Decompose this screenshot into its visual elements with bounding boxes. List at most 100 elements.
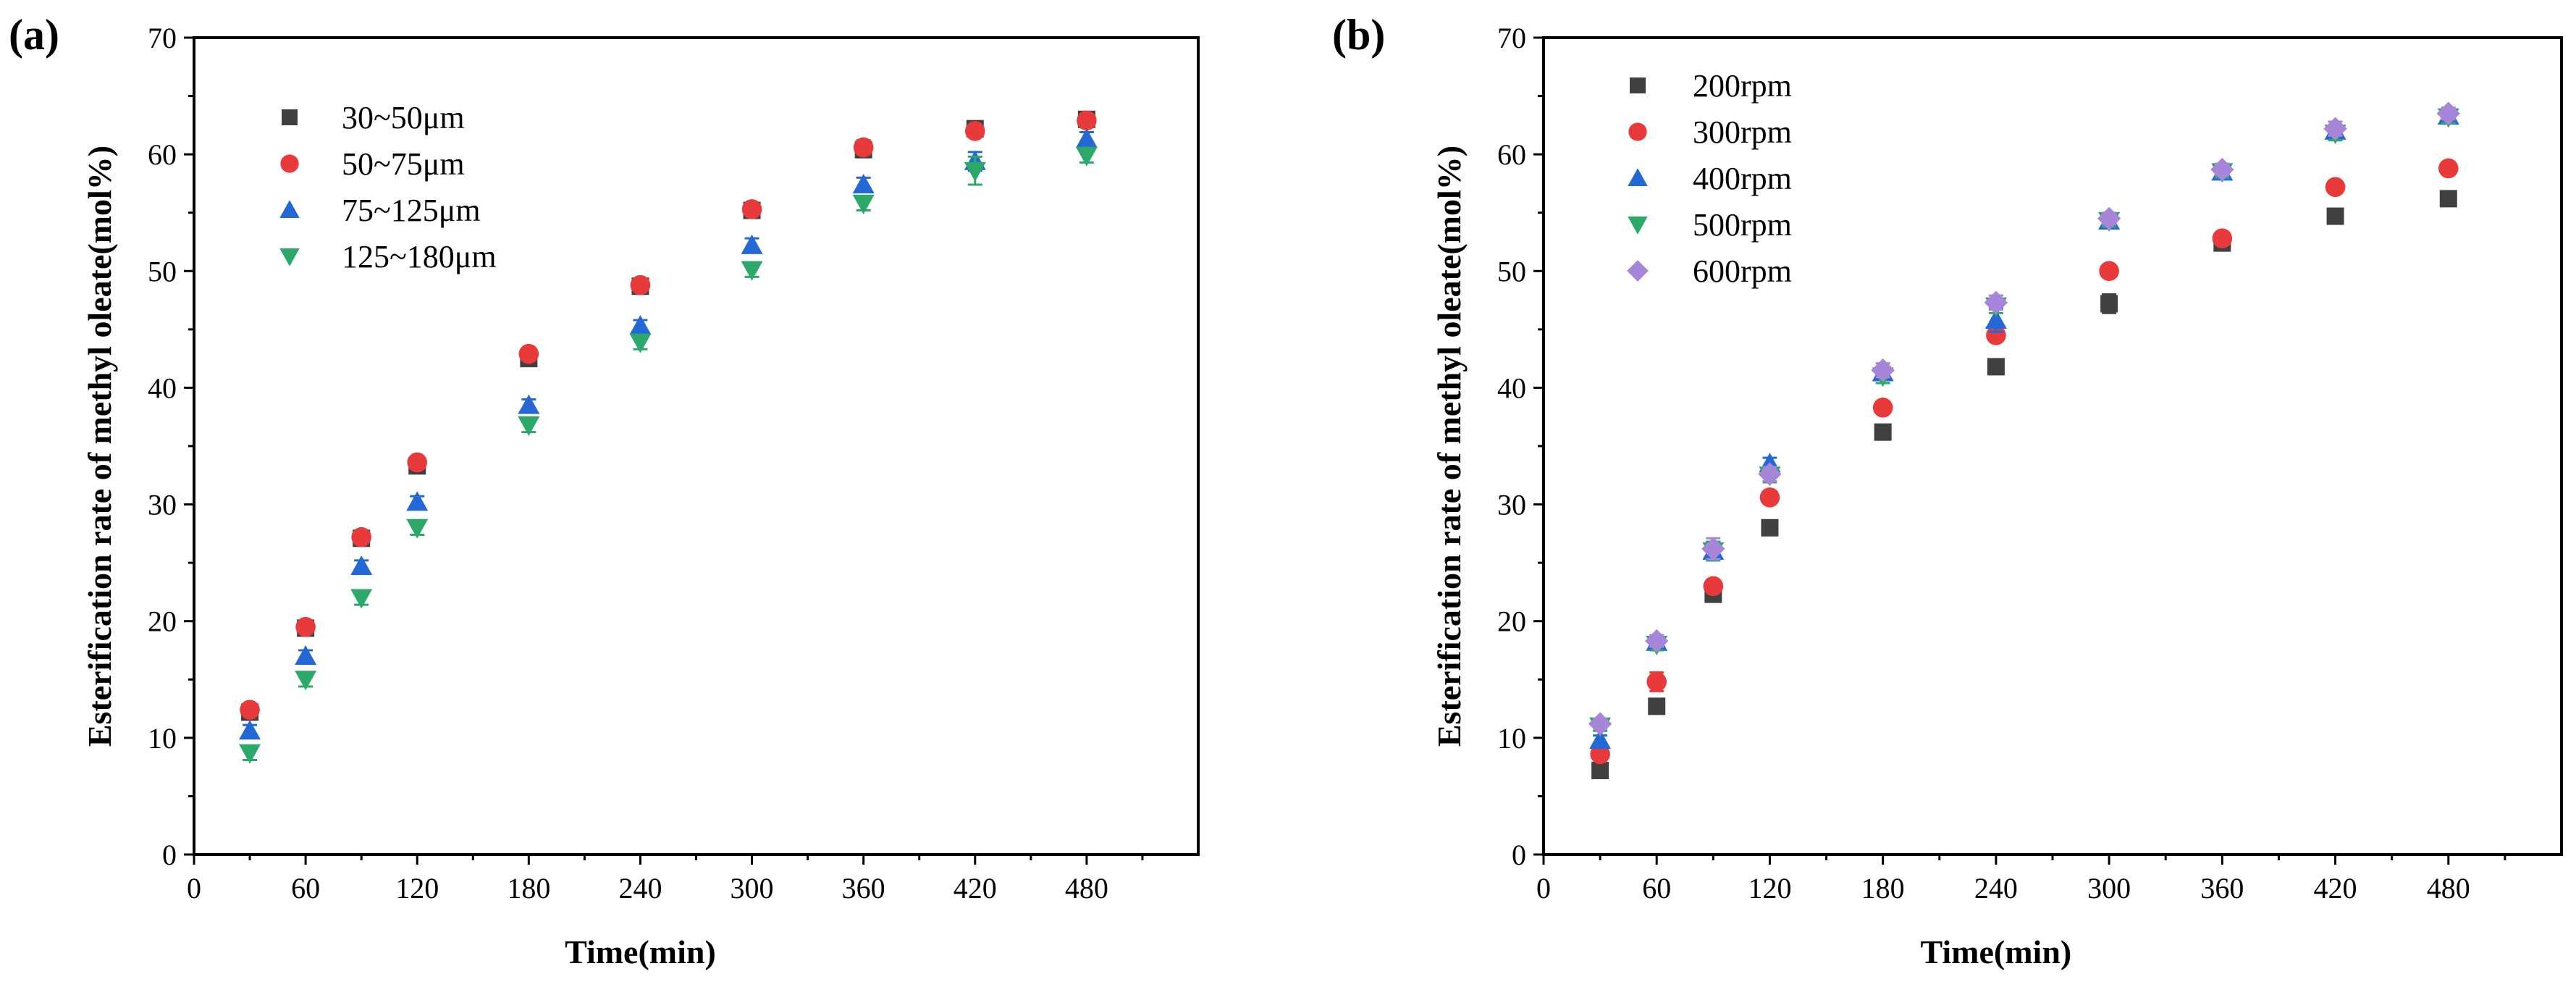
panel-b-series-2: [1590, 158, 2459, 765]
data-point: [1758, 462, 1782, 486]
data-point: [1588, 712, 1612, 736]
panel-b-series-1: [1591, 190, 2457, 779]
data-point: [1759, 487, 1780, 508]
panel-b-series-3: [1589, 104, 2459, 750]
panel-a-xlabel: Time(min): [565, 933, 716, 970]
data-point: [1986, 325, 2006, 345]
panel-b-ylabel: Esterification rate of methyl oleate(mol…: [1431, 146, 1468, 747]
data-point: [2325, 177, 2346, 198]
data-point: [853, 137, 874, 158]
panel-b-xtick-label: 180: [1861, 872, 1905, 904]
legend-marker: [280, 154, 299, 173]
legend-label: 125~180μm: [342, 239, 497, 274]
panel-b: (b) 0 60 120 180 240 300 360 420 480 0 10 20 30 40 50 60…: [1332, 11, 2563, 970]
legend-marker: [279, 248, 300, 266]
data-point: [741, 261, 763, 281]
data-point: [629, 315, 652, 335]
data-point: [629, 333, 652, 353]
panel-a-label: (a): [9, 11, 59, 59]
data-point: [1646, 671, 1667, 692]
legend-label: 400rpm: [1693, 161, 1792, 196]
panel-b-xtick-label: 300: [2087, 872, 2131, 904]
data-point: [518, 343, 539, 364]
data-point: [1872, 398, 1893, 418]
legend-label: 75~125μm: [342, 193, 481, 228]
data-point: [2438, 158, 2459, 179]
panel-b-xtick-label: 360: [2200, 872, 2244, 904]
panel-b-xtick-label: 420: [2314, 872, 2357, 904]
panel-b-xtick-label: 60: [1642, 872, 1671, 904]
panel-a-xtick-label: 120: [395, 872, 439, 904]
data-point: [350, 589, 373, 609]
panel-b-ytick-label: 70: [1497, 22, 1526, 54]
legend-label: 200rpm: [1693, 68, 1792, 104]
data-point: [852, 194, 875, 214]
panel-a-ytick-label: 70: [148, 22, 177, 54]
panel-a-ytick-label: 50: [148, 255, 177, 287]
data-point: [1589, 729, 1612, 750]
data-point: [2100, 295, 2118, 313]
legend-marker: [279, 200, 300, 218]
legend-label: 600rpm: [1693, 253, 1792, 289]
panel-b-xtick-label: 120: [1748, 872, 1791, 904]
panel-b-ytick-label: 20: [1497, 605, 1526, 638]
panel-a-series-2: [240, 110, 1097, 720]
panel-b-xlabel: Time(min): [1921, 933, 2072, 970]
legend-label: 500rpm: [1693, 207, 1792, 243]
panel-a-legend: 30~50μm 50~75μm 75~125μm 125~180μm: [279, 100, 497, 274]
legend-marker: [282, 109, 298, 125]
data-point: [1984, 308, 2007, 329]
data-point: [1984, 290, 2008, 314]
panel-b-xtick-label: 0: [1536, 872, 1551, 904]
data-point: [2099, 261, 2119, 282]
panel-a-xtick-label: 240: [618, 872, 662, 904]
data-point: [1077, 110, 1097, 131]
panel-a-ytick-label: 20: [148, 605, 177, 638]
panel-a-xtick-label: 360: [842, 872, 885, 904]
data-point: [1590, 744, 1610, 765]
legend-marker: [1627, 260, 1649, 282]
data-point: [1871, 358, 1895, 382]
data-point: [518, 416, 540, 436]
data-point: [2326, 207, 2344, 225]
data-point: [1648, 697, 1666, 715]
data-point: [741, 199, 762, 219]
legend-marker: [1628, 168, 1648, 186]
data-point: [406, 519, 429, 539]
panel-b-xtick-label: 480: [2427, 872, 2470, 904]
data-point: [240, 700, 260, 720]
legend-label: 300rpm: [1693, 114, 1792, 150]
data-point: [2439, 190, 2457, 208]
panel-b-ytick-label: 10: [1497, 722, 1526, 755]
data-point: [295, 671, 317, 691]
data-point: [351, 526, 371, 547]
data-point: [1591, 761, 1609, 779]
data-point: [1645, 629, 1669, 653]
data-point: [1987, 358, 2005, 376]
data-point: [852, 174, 875, 194]
data-point: [295, 616, 316, 637]
data-point: [2212, 228, 2233, 248]
legend-label: 50~75μm: [342, 146, 465, 182]
legend-marker: [1628, 122, 1647, 141]
data-point: [2323, 117, 2347, 140]
panel-b-xtick-label: 240: [1974, 872, 2018, 904]
panel-b-ytick-label: 30: [1497, 489, 1526, 521]
data-point: [1075, 128, 1098, 148]
data-point: [1874, 423, 1892, 441]
panel-a-series-4: [239, 146, 1098, 764]
legend-marker: [1630, 77, 1646, 93]
data-point: [295, 645, 317, 666]
data-point: [964, 121, 985, 141]
panel-b-ytick-label: 50: [1497, 255, 1526, 287]
panel-b-ytick-label: 0: [1512, 839, 1526, 871]
data-point: [1075, 146, 1098, 167]
panel-a-ylabel: Esterification rate of methyl oleate(mol…: [81, 146, 118, 747]
panel-b-series-5: [1588, 101, 2460, 736]
data-point: [406, 491, 429, 511]
data-point: [1703, 576, 1724, 597]
data-point: [407, 452, 428, 473]
panel-b-legend: 200rpm 300rpm 400rpm 500rpm 600rpm: [1627, 68, 1792, 289]
data-point: [350, 555, 373, 575]
panel-b-ytick-label: 40: [1497, 371, 1526, 404]
